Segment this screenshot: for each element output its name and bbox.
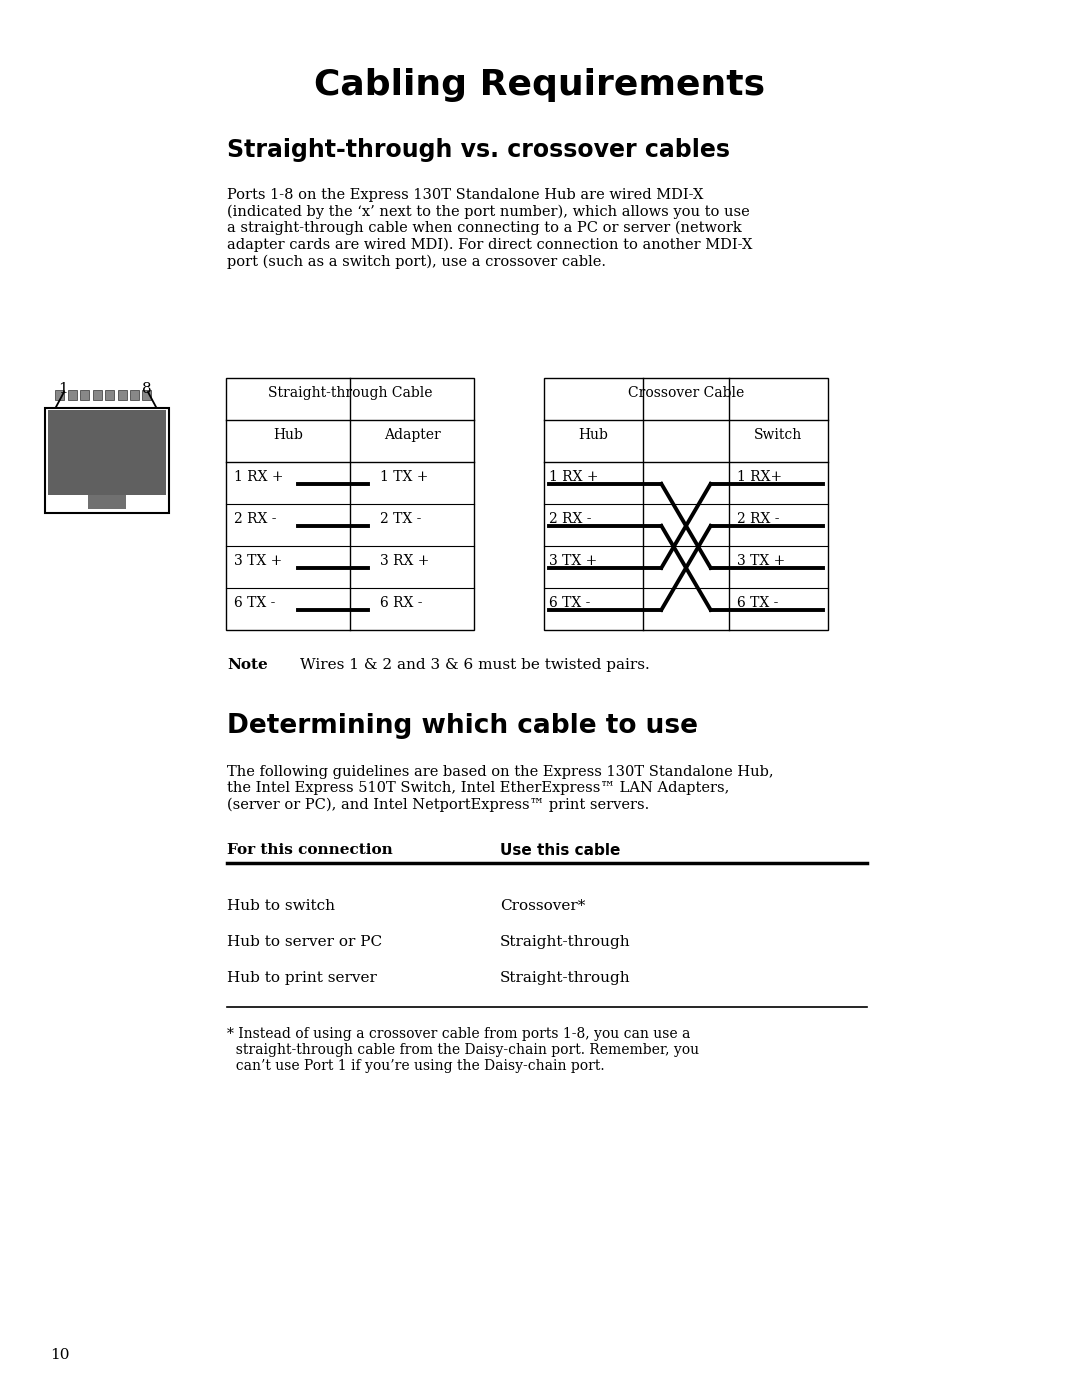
Text: 2 RX -: 2 RX -: [234, 512, 276, 526]
Text: 6 TX -: 6 TX -: [737, 595, 778, 609]
Bar: [544, 378, 828, 630]
Text: Use this cable: Use this cable: [500, 843, 620, 858]
Bar: [143, 390, 151, 400]
Bar: [68, 390, 77, 400]
Text: 2 RX -: 2 RX -: [737, 512, 779, 526]
Text: 6 RX -: 6 RX -: [380, 595, 422, 609]
Text: 1 RX +: 1 RX +: [234, 471, 283, 484]
Text: 2 RX -: 2 RX -: [549, 512, 592, 526]
Text: 3 RX +: 3 RX +: [380, 554, 430, 568]
Bar: [105, 390, 114, 400]
Text: Straight-through vs. crossover cables: Straight-through vs. crossover cables: [227, 137, 730, 162]
Text: 1 RX +: 1 RX +: [549, 471, 598, 484]
Bar: [89, 496, 126, 509]
Text: Note: Note: [227, 658, 268, 672]
Text: 8: 8: [141, 382, 151, 396]
Bar: [80, 390, 90, 400]
Text: Switch: Switch: [754, 428, 802, 441]
Text: Determining which cable to use: Determining which cable to use: [227, 713, 698, 738]
Text: 2 TX -: 2 TX -: [380, 512, 421, 526]
Bar: [48, 409, 166, 496]
Text: For this connection: For this connection: [227, 843, 393, 856]
Text: 3 TX +: 3 TX +: [737, 554, 785, 568]
Text: 1 RX+: 1 RX+: [737, 471, 782, 484]
Text: 6 TX -: 6 TX -: [234, 595, 275, 609]
Text: 10: 10: [50, 1348, 69, 1362]
Bar: [93, 390, 102, 400]
Bar: [55, 390, 65, 400]
Text: Hub: Hub: [273, 428, 302, 441]
Text: 1: 1: [58, 382, 68, 396]
Text: * Instead of using a crossover cable from ports 1-8, you can use a
  straight-th: * Instead of using a crossover cable fro…: [227, 1027, 699, 1073]
Text: Crossover Cable: Crossover Cable: [627, 386, 744, 400]
Text: Hub: Hub: [579, 428, 609, 441]
Bar: [226, 378, 474, 630]
Text: Adapter: Adapter: [383, 428, 441, 441]
Bar: [130, 390, 139, 400]
Bar: [45, 408, 168, 514]
Text: Hub to switch: Hub to switch: [227, 899, 335, 913]
Text: Hub to server or PC: Hub to server or PC: [227, 936, 382, 949]
Text: 3 TX +: 3 TX +: [549, 554, 597, 568]
Text: 6 TX -: 6 TX -: [549, 595, 591, 609]
Text: Cabling Requirements: Cabling Requirements: [314, 68, 766, 101]
Text: 3 TX +: 3 TX +: [234, 554, 282, 568]
Text: Hub to print server: Hub to print server: [227, 972, 377, 985]
Text: Crossover*: Crossover*: [500, 899, 585, 913]
Text: The following guidelines are based on the Express 130T Standalone Hub,
the Intel: The following guidelines are based on th…: [227, 765, 773, 812]
Text: Straight-through: Straight-through: [500, 936, 631, 949]
Text: Ports 1-8 on the Express 130T Standalone Hub are wired MDI-X
(indicated by the ‘: Ports 1-8 on the Express 130T Standalone…: [227, 187, 753, 269]
Text: 1 TX +: 1 TX +: [380, 471, 429, 484]
Text: Wires 1 & 2 and 3 & 6 must be twisted pairs.: Wires 1 & 2 and 3 & 6 must be twisted pa…: [300, 658, 650, 672]
Bar: [118, 390, 126, 400]
Text: Straight-through: Straight-through: [500, 972, 631, 985]
Text: Straight-through Cable: Straight-through Cable: [268, 386, 432, 400]
